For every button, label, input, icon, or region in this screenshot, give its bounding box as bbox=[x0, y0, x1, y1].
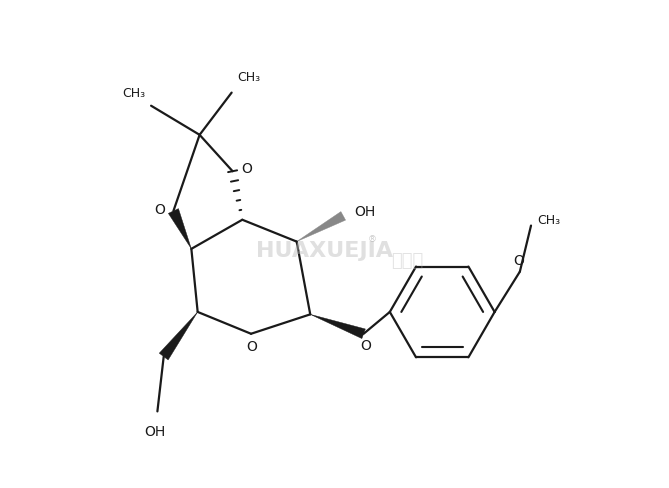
Text: CH₃: CH₃ bbox=[122, 87, 145, 100]
Text: 化学加: 化学加 bbox=[391, 252, 423, 270]
Text: HUAXUEJIA: HUAXUEJIA bbox=[256, 241, 393, 261]
Text: O: O bbox=[513, 254, 524, 268]
Text: ®: ® bbox=[368, 236, 377, 244]
Polygon shape bbox=[310, 314, 365, 339]
Text: CH₃: CH₃ bbox=[237, 71, 261, 84]
Text: CH₃: CH₃ bbox=[537, 214, 560, 227]
Text: OH: OH bbox=[145, 425, 166, 439]
Text: O: O bbox=[155, 203, 165, 217]
Text: O: O bbox=[361, 339, 371, 353]
Text: O: O bbox=[247, 340, 258, 354]
Text: O: O bbox=[241, 162, 252, 176]
Polygon shape bbox=[159, 312, 197, 360]
Polygon shape bbox=[169, 208, 191, 249]
Polygon shape bbox=[296, 212, 346, 242]
Text: OH: OH bbox=[354, 205, 375, 219]
